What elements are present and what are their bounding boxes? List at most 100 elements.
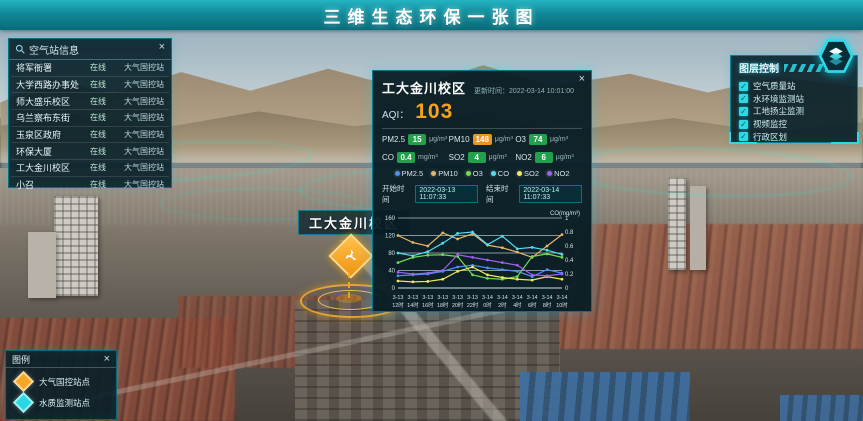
svg-text:1: 1	[565, 216, 569, 222]
legend-item-pm10[interactable]: PM10	[431, 169, 458, 178]
station-type: 大气国控站	[124, 180, 164, 190]
svg-text:0.8: 0.8	[565, 230, 574, 236]
marker-ground-ring-inner	[336, 294, 362, 303]
station-status: 在线	[90, 130, 106, 140]
layer-item-air-stations[interactable]: ✓ 空气质量站	[739, 81, 796, 92]
map-legend-panel: 图例 × 大气国控站点 水质监测站点	[5, 350, 117, 420]
pollutant-value-badge: 4	[467, 152, 486, 163]
svg-text:16时: 16时	[422, 301, 434, 309]
aqi-value: 103	[415, 100, 454, 123]
svg-text:12时: 12时	[392, 301, 404, 309]
checkbox-checked[interactable]: ✓	[739, 81, 748, 91]
station-name: 玉泉区政府	[16, 130, 62, 141]
title-bar: 三维生态环保一张图	[0, 0, 863, 30]
layer-control-panel: 图层控制 ✓ 空气质量站 ✓ 水环境监测站 ✓ 工地扬尘监测 ✓ 视频监控 ✓ …	[729, 55, 859, 144]
pollutant-pm25: PM2.5 15 μg/m³	[382, 134, 448, 145]
station-list-panel: 空气站信息 × 将军衙署 在线 大气国控站 大学西路办事处 在线 大气国控站 师…	[8, 38, 172, 190]
station-list-title: 空气站信息	[29, 45, 79, 57]
pollutant-trend-chart: 0 40 80 120 160 0 0.2 0.4 0.6 0.8 1 CO(mg/m³) 3-13 12…	[382, 208, 582, 323]
svg-text:3-14: 3-14	[557, 295, 568, 301]
legend-item-air-national[interactable]: 大气国控站点	[6, 368, 116, 393]
station-row[interactable]: 玉泉区政府 在线 大气国控站	[11, 127, 169, 144]
page-title: 三维生态环保一张图	[323, 7, 540, 27]
svg-text:120: 120	[385, 234, 396, 240]
legend-item-o3[interactable]: O3	[465, 169, 483, 178]
layers-hexagon-icon[interactable]	[818, 38, 854, 74]
legend-item-no2[interactable]: NO2	[547, 169, 569, 178]
svg-text:3-14: 3-14	[497, 295, 508, 301]
checkbox-checked[interactable]: ✓	[739, 94, 748, 104]
svg-text:0.2: 0.2	[565, 272, 574, 278]
station-row[interactable]: 师大盛乐校区 在线 大气国控站	[11, 93, 169, 111]
station-detail-popup: × 工大金川校区 更新时间：2022-03-14 10:01:00 AQI： 1…	[372, 70, 592, 312]
map-legend-title: 图例	[12, 354, 31, 365]
station-row[interactable]: 环保大厦 在线 大气国控站	[11, 143, 169, 161]
pollutant-grid: PM2.5 15 μg/m³ PM10 148 μg/m³ O3 74 μg/m…	[382, 134, 582, 163]
pollutant-value-badge: 6	[534, 152, 553, 163]
svg-text:3-13: 3-13	[393, 295, 404, 301]
pollutant-value-badge: 0.4	[397, 152, 415, 163]
legend-dot	[547, 171, 553, 176]
checkbox-checked[interactable]: ✓	[739, 119, 748, 129]
svg-text:6时: 6时	[528, 301, 537, 309]
map-tower-3	[668, 178, 686, 270]
pollutant-so2: SO2 4 μg/m³	[448, 152, 507, 163]
layer-item-districts[interactable]: ✓ 行政区划	[739, 131, 788, 142]
close-icon[interactable]: ×	[103, 353, 110, 365]
station-row[interactable]: 将军衙署 在线 大气国控站	[11, 60, 169, 77]
map-tower-4	[690, 186, 706, 270]
svg-text:14时: 14时	[407, 301, 419, 309]
station-type: 大气国控站	[124, 96, 164, 106]
chart-legend: PM2.5 PM10 O3 CO SO2 NO2	[382, 169, 582, 178]
svg-text:3-14: 3-14	[512, 295, 523, 301]
checkbox-checked[interactable]: ✓	[739, 132, 748, 142]
layer-item-dust-monitor[interactable]: ✓ 工地扬尘监测	[739, 106, 805, 117]
update-time: 更新时间：2022-03-14 10:01:00	[474, 86, 582, 96]
svg-text:80: 80	[388, 251, 395, 257]
aqi-label: AQI：	[382, 110, 410, 121]
station-row[interactable]: 小召 在线 大气国控站	[11, 177, 169, 193]
svg-text:8时: 8时	[543, 301, 552, 309]
legend-dot	[517, 171, 523, 176]
wind-turbine-icon	[345, 249, 357, 261]
layer-item-video[interactable]: ✓ 视频监控	[739, 119, 788, 130]
stacked-layers-icon	[829, 47, 843, 66]
station-name: 小召	[16, 180, 35, 191]
legend-item-pm25[interactable]: PM2.5	[394, 169, 423, 178]
legend-item-co[interactable]: CO	[490, 169, 509, 178]
legend-item-water-quality[interactable]: 水质监测站点	[6, 389, 116, 414]
map-buildings-blue	[520, 372, 690, 421]
station-status: 在线	[90, 180, 106, 190]
station-status: 在线	[90, 96, 106, 106]
svg-text:3-14: 3-14	[542, 295, 553, 301]
legend-item-so2[interactable]: SO2	[517, 169, 539, 178]
svg-text:2时: 2时	[498, 301, 507, 309]
water-station-diamond-icon	[12, 391, 35, 414]
svg-text:0: 0	[565, 286, 569, 292]
station-name: 工大金川校区	[16, 163, 71, 174]
close-icon[interactable]: ×	[158, 41, 165, 53]
station-row[interactable]: 大学西路办事处 在线 大气国控站	[11, 77, 169, 94]
station-rows: 将军衙署 在线 大气国控站 大学西路办事处 在线 大气国控站 师大盛乐校区 在线…	[9, 60, 171, 193]
search-icon[interactable]	[15, 44, 25, 54]
svg-text:22时: 22时	[467, 301, 479, 309]
header-stripes-decoration	[784, 63, 826, 72]
layer-panel-title: 图层控制	[739, 64, 779, 75]
end-time-input[interactable]: 2022-03-14 11:07:33	[519, 185, 582, 203]
station-row[interactable]: 工大金川校区 在线 大气国控站	[11, 160, 169, 177]
pollutant-co: CO 0.4 mg/m³	[382, 152, 438, 163]
station-marker-pin[interactable]	[328, 233, 374, 279]
legend-dot	[431, 171, 437, 176]
legend-dot	[394, 171, 400, 176]
pollutant-value-badge: 74	[529, 134, 547, 145]
svg-text:0: 0	[392, 286, 396, 292]
station-row[interactable]: 乌兰察布东街 在线 大气国控站	[11, 110, 169, 127]
checkbox-checked[interactable]: ✓	[739, 106, 748, 116]
close-icon[interactable]: ×	[578, 73, 585, 85]
svg-text:160: 160	[385, 216, 396, 222]
start-time-input[interactable]: 2022-03-13 11:07:33	[415, 185, 478, 203]
svg-text:40: 40	[388, 269, 395, 275]
layer-item-water-stations[interactable]: ✓ 水环境监测站	[739, 93, 805, 104]
station-type: 大气国控站	[124, 63, 164, 73]
station-list-header: 空气站信息 ×	[9, 39, 171, 60]
